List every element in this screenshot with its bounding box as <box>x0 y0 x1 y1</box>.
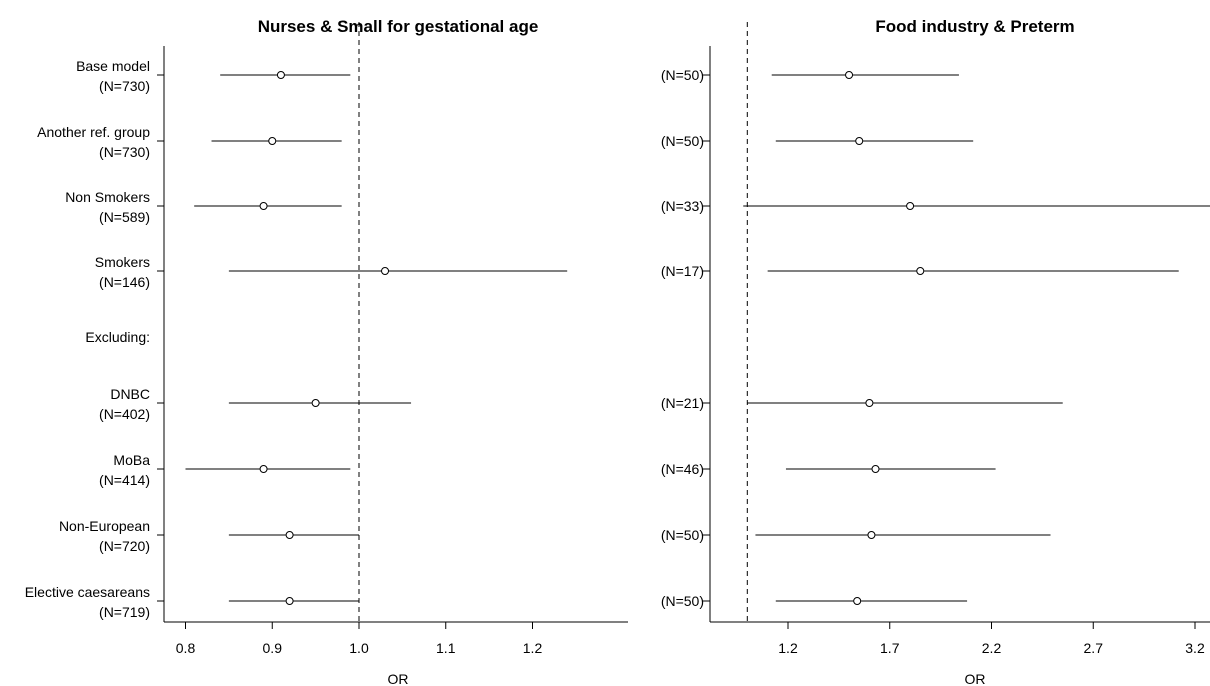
right-row-n-label: (N=50) <box>661 67 704 83</box>
left-point-estimate <box>311 399 320 407</box>
right-point-estimate <box>916 267 925 275</box>
right-point-estimate <box>867 531 876 539</box>
left-point-estimate <box>381 267 390 275</box>
left-panel-nurses-sga: Nurses & Small for gestational age OR 0.… <box>25 17 628 686</box>
left-panel-title: Nurses & Small for gestational age <box>258 17 539 36</box>
left-x-tick-label: 0.9 <box>263 640 283 656</box>
left-x-tick-label: 1.2 <box>523 640 543 656</box>
right-x-tick-label: 2.2 <box>982 640 1002 656</box>
left-x-axis-label: OR <box>388 671 409 686</box>
right-point-estimate <box>853 597 862 605</box>
right-row-n-label: (N=33) <box>661 198 704 214</box>
left-row-label: Non-European <box>59 518 150 534</box>
right-row-n-label: (N=50) <box>661 133 704 149</box>
left-row-label: MoBa <box>113 452 150 468</box>
left-point-estimate <box>285 597 294 605</box>
left-group-header: Excluding: <box>85 329 150 345</box>
right-row-n-label: (N=50) <box>661 593 704 609</box>
left-row-n-label: (N=730) <box>99 144 150 160</box>
left-x-tick-label: 1.1 <box>436 640 456 656</box>
right-row-n-label: (N=46) <box>661 461 704 477</box>
right-point-estimate <box>845 71 854 79</box>
left-row-label: Elective caesareans <box>25 584 150 600</box>
left-row-label: DNBC <box>110 386 150 402</box>
right-point-estimate <box>871 465 880 473</box>
right-x-tick-label: 3.2 <box>1185 640 1205 656</box>
left-x-tick-label: 1.0 <box>349 640 369 656</box>
right-point-estimate <box>865 399 874 407</box>
left-row-label: Smokers <box>95 254 150 270</box>
right-x-tick-label: 1.7 <box>880 640 900 656</box>
left-row-n-label: (N=730) <box>99 78 150 94</box>
right-x-tick-label: 2.7 <box>1084 640 1104 656</box>
right-point-estimate <box>906 202 915 210</box>
left-row-label: Non Smokers <box>65 189 150 205</box>
right-point-estimate <box>855 137 864 145</box>
left-row-n-label: (N=402) <box>99 406 150 422</box>
left-point-estimate <box>259 202 268 210</box>
left-x-tick-label: 0.8 <box>176 640 196 656</box>
left-row-label: Another ref. group <box>37 124 150 140</box>
left-row-label: Base model <box>76 58 150 74</box>
right-row-n-label: (N=21) <box>661 395 704 411</box>
right-row-n-label: (N=17) <box>661 263 704 279</box>
left-row-n-label: (N=719) <box>99 604 150 620</box>
left-point-estimate <box>276 71 285 79</box>
left-point-estimate <box>285 531 294 539</box>
right-x-axis-label: OR <box>965 671 986 686</box>
left-row-n-label: (N=414) <box>99 472 150 488</box>
left-point-estimate <box>268 137 277 145</box>
right-panel-title: Food industry & Preterm <box>875 17 1074 36</box>
right-row-n-label: (N=50) <box>661 527 704 543</box>
right-x-tick-label: 1.2 <box>778 640 798 656</box>
right-panel-food-preterm: Food industry & Preterm OR 1.2 1.7 2.2 2.7 3… <box>661 17 1210 686</box>
left-row-n-label: (N=589) <box>99 209 150 225</box>
left-row-n-label: (N=720) <box>99 538 150 554</box>
left-point-estimate <box>259 465 268 473</box>
left-row-n-label: (N=146) <box>99 274 150 290</box>
